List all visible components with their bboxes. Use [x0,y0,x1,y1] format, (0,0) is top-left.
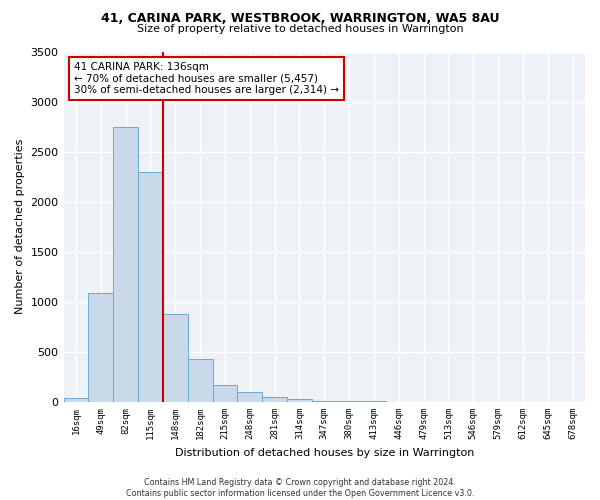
Bar [163,314,188,402]
X-axis label: Distribution of detached houses by size in Warrington: Distribution of detached houses by size … [175,448,474,458]
Text: Contains HM Land Registry data © Crown copyright and database right 2024.
Contai: Contains HM Land Registry data © Crown c… [126,478,474,498]
Text: Size of property relative to detached houses in Warrington: Size of property relative to detached ho… [137,24,463,34]
Bar [287,398,312,402]
Bar [337,401,362,402]
Bar [64,398,88,402]
Bar [212,385,238,402]
Bar [138,172,163,402]
Y-axis label: Number of detached properties: Number of detached properties [15,139,25,314]
Bar [113,126,138,402]
Bar [188,359,212,402]
Bar [238,392,262,402]
Text: 41, CARINA PARK, WESTBROOK, WARRINGTON, WA5 8AU: 41, CARINA PARK, WESTBROOK, WARRINGTON, … [101,12,499,26]
Bar [88,293,113,402]
Bar [262,396,287,402]
Text: 41 CARINA PARK: 136sqm
← 70% of detached houses are smaller (5,457)
30% of semi-: 41 CARINA PARK: 136sqm ← 70% of detached… [74,62,339,95]
Bar [312,400,337,402]
